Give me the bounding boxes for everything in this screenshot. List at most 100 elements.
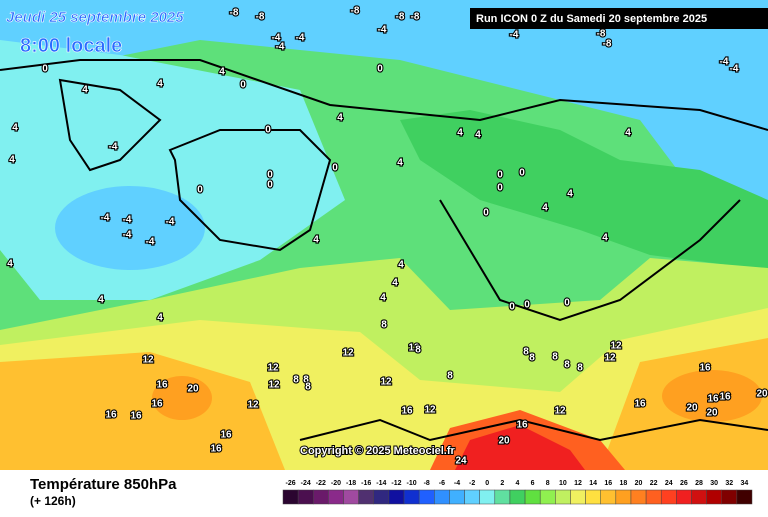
scale-swatch	[600, 489, 617, 505]
map-label: -4	[166, 217, 175, 228]
forecast-date: Jeudi 25 septembre 2025	[6, 9, 184, 26]
map-label: 4	[625, 128, 631, 139]
map-label: -4	[378, 25, 387, 36]
map-label: 12	[268, 380, 280, 391]
map-label: 16	[634, 399, 646, 410]
map-label: 0	[197, 185, 203, 196]
map-background	[0, 0, 768, 470]
map-label: 4	[98, 295, 104, 306]
scale-label: 34	[741, 480, 749, 487]
map-label: 12	[267, 363, 279, 374]
map-label: 20	[686, 403, 698, 414]
map-label: 16	[699, 363, 711, 374]
map-label: 12	[604, 353, 616, 364]
copyright: Copyright © 2025 Meteociel.fr	[300, 445, 456, 457]
scale-swatch	[479, 489, 496, 505]
map-label: 4	[313, 235, 319, 246]
map-label: 16	[210, 444, 222, 455]
map-label: 20	[187, 384, 199, 395]
map-label: 0	[267, 180, 273, 191]
scale-label: 4	[516, 480, 520, 487]
map-label: 12	[610, 341, 622, 352]
scale-swatch	[494, 489, 511, 505]
map-label: 4	[397, 158, 403, 169]
scale-swatch	[373, 489, 390, 505]
map-label: 0	[240, 80, 246, 91]
scale-swatch	[343, 489, 359, 505]
scale-swatch	[615, 489, 632, 505]
scale-swatch	[434, 489, 450, 505]
map-label: 4	[12, 123, 18, 134]
map-label: 0	[332, 163, 338, 174]
scale-label: 10	[559, 480, 567, 487]
scale-label: -18	[346, 480, 356, 487]
map-label: -4	[296, 33, 305, 44]
scale-swatch	[509, 489, 526, 505]
map-label: -4	[720, 57, 729, 68]
map-label: 4	[9, 155, 15, 166]
map-label: -4	[510, 30, 519, 41]
scale-swatch	[645, 489, 662, 505]
footer-title: Température 850hPa	[30, 476, 177, 493]
map-label: -4	[123, 230, 132, 241]
scale-label: -10	[407, 480, 417, 487]
map-label: 4	[567, 189, 573, 200]
map-label: 4	[380, 293, 386, 304]
map-label: 4	[157, 313, 163, 324]
scale-swatch	[585, 489, 601, 505]
scale-swatch	[282, 489, 299, 505]
color-scale: -26 -24 -22 -20 -18 -16 -14 -12 -10 -8 -6 -4 -2 0 2 4 6 8…	[282, 480, 753, 505]
map-label: -4	[109, 142, 118, 153]
scale-label: 12	[574, 480, 582, 487]
map-label: 8	[577, 363, 583, 374]
map-label: 16	[516, 420, 528, 431]
map-label: 8	[447, 371, 453, 382]
scale-swatch	[358, 489, 375, 505]
map-label: 0	[497, 170, 503, 181]
scale-swatch	[524, 489, 541, 505]
forecast-time: 8:00 locale	[20, 35, 122, 57]
scale-label: -26	[286, 480, 296, 487]
scale-label: 6	[531, 480, 535, 487]
scale-label: -14	[376, 480, 386, 487]
scale-label: 16	[604, 480, 612, 487]
scale-swatch	[721, 489, 738, 505]
map-label: 16	[220, 430, 232, 441]
scale-label: -2	[469, 480, 475, 487]
run-box	[470, 8, 768, 29]
map-label: 8	[305, 382, 311, 393]
map-label: 16	[130, 411, 142, 422]
scale-swatch	[691, 489, 707, 505]
map-label: 16	[156, 380, 168, 391]
map-label: 16	[707, 394, 719, 405]
map-label: 16	[719, 392, 731, 403]
scale-label: 18	[620, 480, 628, 487]
scale-label: 30	[710, 480, 718, 487]
map-label: 8	[529, 353, 535, 364]
map-label: 8	[415, 345, 421, 356]
map-label: -4	[101, 213, 110, 224]
scale-swatch	[736, 489, 753, 505]
scale-swatch	[388, 489, 405, 505]
map-label: -8	[396, 12, 405, 23]
map-label: 0	[483, 208, 489, 219]
map-label: 0	[377, 64, 383, 75]
map-label: 8	[293, 375, 299, 386]
map-label: 0	[497, 183, 503, 194]
map-label: -8	[351, 6, 360, 17]
scale-label: -8	[424, 480, 430, 487]
map-label: 16	[401, 406, 413, 417]
scale-label: -20	[331, 480, 341, 487]
map-label: 8	[381, 320, 387, 331]
map-label: 4	[219, 67, 225, 78]
scale-swatch	[449, 489, 465, 505]
scale-swatch	[403, 489, 420, 505]
map-labels: -8 -8-8-8 -8-8-8-4 -4-4-4-4-4-40 00000000000…	[6, 5, 768, 468]
map-label: 0	[267, 170, 273, 181]
map-label: 0	[564, 298, 570, 309]
map-label: -8	[256, 12, 265, 23]
map-label: 20	[706, 408, 718, 419]
map-label: 4	[157, 79, 163, 90]
